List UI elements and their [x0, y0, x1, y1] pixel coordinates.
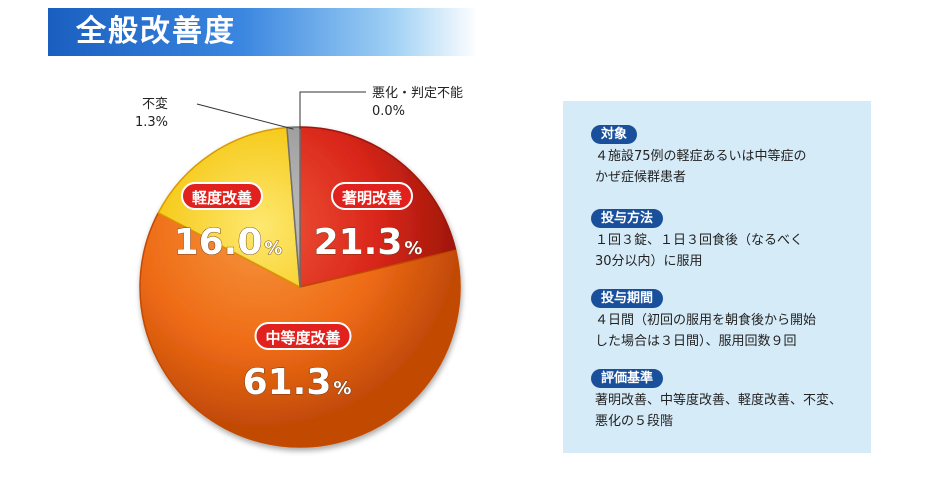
outer-value-worsened: 0.0% [372, 104, 405, 119]
info-heading-duration: 投与期間 [591, 289, 664, 308]
info-heading-dosage: 投与方法 [591, 209, 664, 228]
slice-value-marked-improvement: 21.3% [314, 222, 423, 263]
outer-label-unchanged: 不変 [142, 96, 168, 112]
study-info-panel: 対象 ４施設75例の軽症あるいは中等症の かぜ症候群患者 投与方法 １回３錠、１… [563, 101, 871, 453]
info-heading-criteria: 評価基準 [591, 369, 664, 388]
outer-value-unchanged: 1.3% [135, 115, 168, 130]
page-title: 全般改善度 [76, 14, 236, 49]
info-heading-target: 対象 [591, 125, 638, 144]
slice-label-moderate-improvement: 中等度改善 [265, 329, 340, 347]
slice-badge-moderate-improvement [254, 322, 352, 350]
slice-label-marked-improvement: 著明改善 [341, 189, 402, 207]
info-section-duration: 投与期間 ４日間（初回の服用を朝食後から開始 した場合は３日間）、服用回数９回 [591, 287, 861, 352]
info-text-duration: ４日間（初回の服用を朝食後から開始 した場合は３日間）、服用回数９回 [595, 313, 817, 349]
info-section-target: 対象 ４施設75例の軽症あるいは中等症の かぜ症候群患者 [591, 123, 861, 188]
slice-badge-marked-improvement [331, 182, 413, 210]
slice-label-mild-improvement: 軽度改善 [192, 189, 252, 207]
leader-line-unchanged [196, 103, 294, 130]
info-section-criteria: 評価基準 著明改善、中等度改善、軽度改善、不変、 悪化の５段階 [591, 367, 861, 432]
leader-line-worsened [299, 91, 366, 129]
outer-label-worsened: 悪化・判定不能 [372, 86, 463, 101]
info-text-target: ４施設75例の軽症あるいは中等症の かぜ症候群患者 [595, 149, 807, 185]
info-text-dosage: １回３錠、１日３回食後（なるべく 30分以内）に服用 [595, 233, 804, 269]
info-section-dosage: 投与方法 １回３錠、１日３回食後（なるべく 30分以内）に服用 [591, 207, 861, 272]
title-banner [48, 8, 478, 56]
info-text-criteria: 著明改善、中等度改善、軽度改善、不変、 悪化の５段階 [595, 393, 843, 429]
slice-badge-mild-improvement [181, 182, 263, 210]
